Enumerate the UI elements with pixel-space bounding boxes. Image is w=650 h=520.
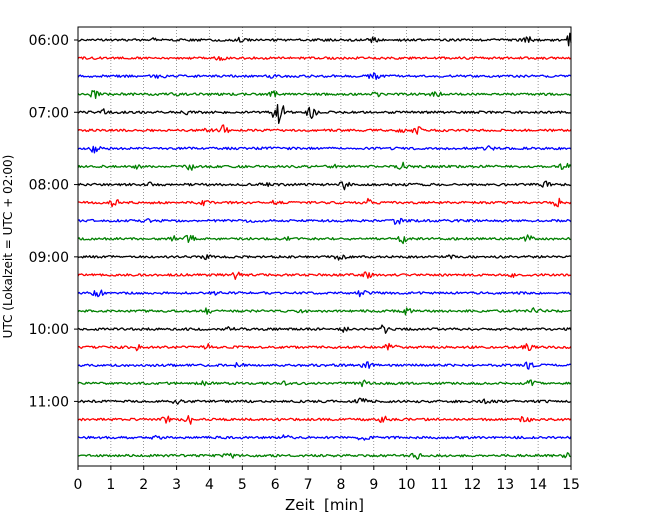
plot-area-frame	[77, 26, 572, 467]
trace-0915	[77, 271, 572, 280]
trace-0845	[77, 234, 572, 245]
x-tick-label-5: 5	[238, 477, 247, 493]
trace-1030	[77, 361, 572, 370]
x-tick-label-14: 14	[529, 477, 547, 493]
x-tick-label-4: 4	[205, 477, 214, 493]
y-axis-label: UTC (Lokalzeit = UTC + 02:00)	[1, 155, 15, 339]
x-tick-label-0: 0	[74, 477, 83, 493]
trace-1115	[77, 415, 572, 425]
trace-0700	[77, 104, 572, 125]
trace-1000	[77, 324, 572, 334]
trace-0730	[77, 145, 572, 154]
trace-0900	[77, 254, 572, 261]
x-tick-label-15: 15	[562, 477, 580, 493]
trace-0745	[77, 161, 572, 171]
trace-layer	[77, 32, 572, 460]
x-tick-label-3: 3	[172, 477, 181, 493]
grid-lines	[110, 27, 539, 466]
trace-0615	[77, 55, 572, 62]
trace-0715	[77, 124, 572, 135]
trace-1100	[77, 397, 572, 405]
x-tick-label-10: 10	[398, 477, 416, 493]
x-tick-label-6: 6	[271, 477, 280, 493]
trace-0815	[77, 197, 572, 208]
x-tick-label-2: 2	[139, 477, 148, 493]
x-tick-label-1: 1	[106, 477, 115, 493]
x-tick-label-11: 11	[431, 477, 449, 493]
y-tick-label-3: 09:00	[29, 250, 69, 266]
trace-0930	[77, 289, 572, 298]
y-tick-label-2: 08:00	[29, 178, 69, 194]
trace-0630	[77, 72, 572, 81]
y-tick-label-0: 06:00	[29, 33, 69, 49]
trace-0645	[77, 89, 572, 99]
trace-1045	[77, 379, 572, 388]
x-tick-label-12: 12	[463, 477, 481, 493]
x-axis-label: Zeit [min]	[285, 496, 364, 514]
x-tick-label-9: 9	[369, 477, 378, 493]
x-tick-label-7: 7	[304, 477, 313, 493]
x-axis-ticks: 0 1 2 3 4 5 6 7 8 9 10 11 12 13 14 15	[74, 466, 580, 493]
x-tick-label-8: 8	[336, 477, 345, 493]
trace-0945	[77, 307, 572, 316]
x-tick-label-13: 13	[496, 477, 514, 493]
y-axis-ticks: 06:00 07:00 08:00 09:00 10:00 11:00	[29, 33, 78, 410]
y-tick-label-1: 07:00	[29, 105, 69, 121]
trace-1145	[77, 452, 572, 460]
trace-1015	[77, 342, 572, 352]
trace-1130	[77, 434, 572, 441]
trace-0830	[77, 217, 572, 225]
trace-0600	[77, 32, 572, 47]
trace-0800	[77, 180, 572, 191]
y-tick-label-4: 10:00	[29, 322, 69, 338]
y-tick-label-5: 11:00	[29, 394, 69, 410]
